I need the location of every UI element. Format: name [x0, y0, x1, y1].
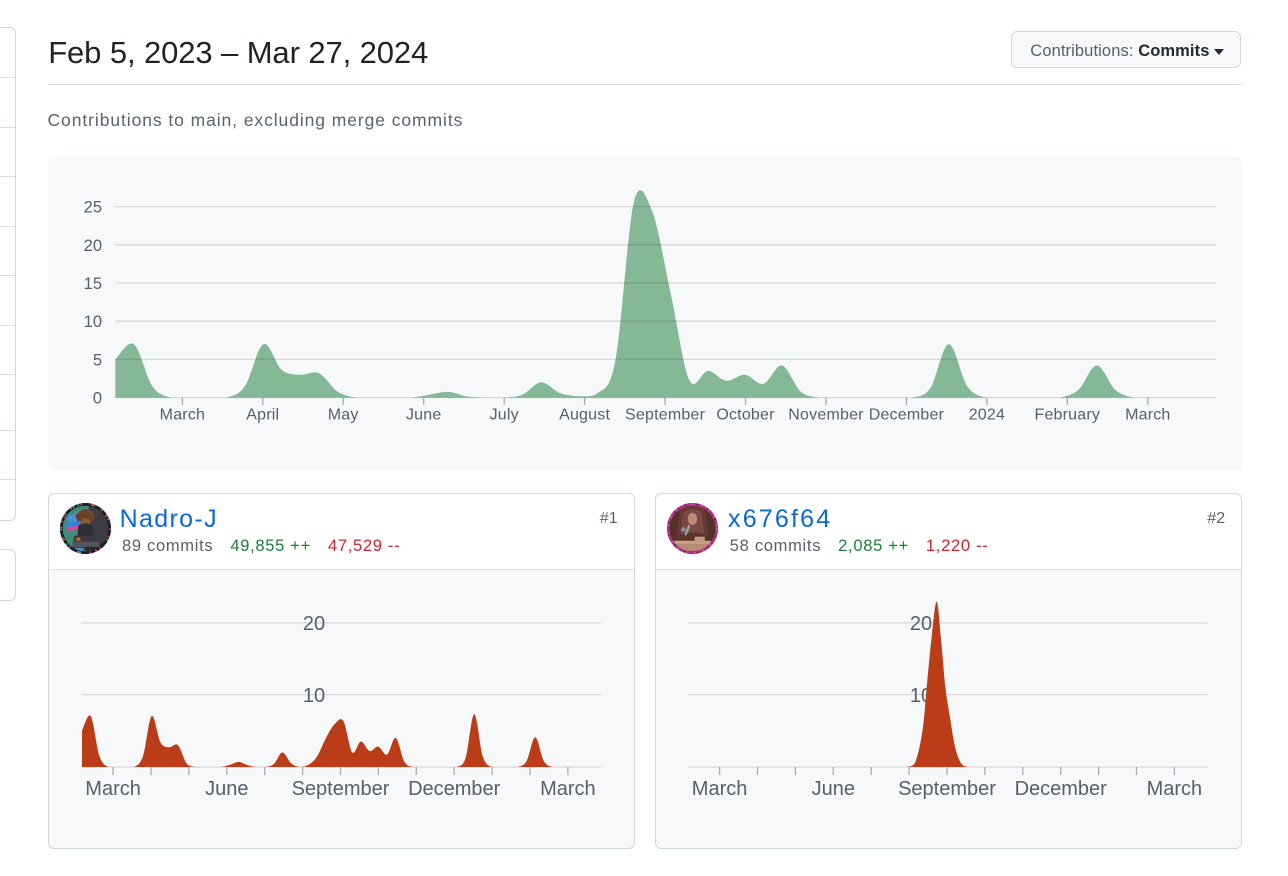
svg-text:March: March [692, 778, 748, 800]
svg-text:10: 10 [84, 313, 102, 331]
svg-text:May: May [328, 406, 359, 423]
svg-text:September: September [292, 778, 390, 800]
svg-text:March: March [1147, 778, 1203, 800]
svg-text:August: August [559, 406, 610, 423]
svg-text:November: November [788, 406, 864, 423]
svg-text:March: March [85, 778, 141, 800]
svg-text:February: February [1034, 406, 1100, 423]
svg-text:June: June [812, 778, 855, 800]
svg-text:December: December [408, 778, 501, 800]
svg-text:20: 20 [303, 613, 325, 635]
svg-text:20: 20 [84, 237, 102, 255]
svg-text:15: 15 [84, 275, 102, 293]
svg-text:June: June [406, 406, 442, 423]
svg-text:September: September [898, 778, 996, 800]
svg-text:June: June [205, 778, 248, 800]
svg-text:December: December [1015, 778, 1108, 800]
svg-text:April: April [246, 406, 279, 423]
svg-text:October: October [716, 406, 775, 423]
svg-text:March: March [1125, 406, 1170, 423]
svg-text:25: 25 [84, 199, 102, 217]
svg-text:March: March [540, 778, 596, 800]
svg-text:July: July [490, 406, 519, 423]
svg-text:20: 20 [910, 613, 932, 635]
svg-text:December: December [869, 406, 945, 423]
svg-text:0: 0 [93, 390, 102, 408]
svg-text:5: 5 [93, 351, 102, 369]
svg-text:2024: 2024 [969, 406, 1005, 423]
svg-text:September: September [625, 406, 706, 423]
svg-text:10: 10 [303, 685, 325, 707]
svg-text:March: March [160, 406, 205, 423]
